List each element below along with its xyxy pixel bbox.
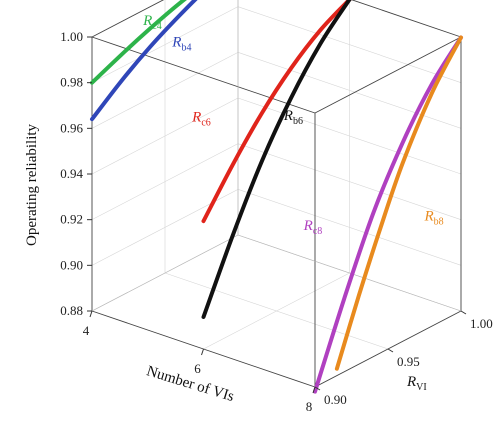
- chart-ticks: 0.88 0.90 0.92 0.94 0.96 0.98 1.00 4 6 8 0.90 0.95 1…: [60, 29, 493, 414]
- gridline: [237, 97, 462, 175]
- chart-series: [90, 0, 463, 394]
- z-tick-label: 0.90: [324, 392, 347, 407]
- series-line-rc4: [90, 0, 187, 85]
- x-tick-label: 6: [194, 361, 201, 376]
- x-tick-label: 8: [306, 399, 313, 414]
- frame-edge: [351, 0, 462, 38]
- series-label-rc4: Rc4: [142, 13, 162, 32]
- y-tick-label: 0.94: [60, 166, 83, 181]
- y-tick-label: 0.96: [60, 120, 83, 135]
- y-tick-label: 0.92: [60, 212, 83, 227]
- series-label-rb6: Rb6: [283, 108, 303, 127]
- series-line-rb4: [90, 0, 198, 122]
- z-tick-mark: [387, 348, 394, 353]
- series-label-rb8: Rb8: [424, 208, 444, 227]
- y-tick-label: 1.00: [60, 29, 83, 44]
- z-tick-label: 0.95: [397, 354, 420, 369]
- x-tick-mark: [201, 348, 204, 356]
- z-axis-label: RVI: [406, 374, 427, 393]
- series-label-rc6: Rc6: [191, 109, 211, 128]
- frame-edge: [91, 234, 239, 312]
- series-label-rc8: Rc8: [303, 218, 323, 237]
- series-label-rb4: Rb4: [171, 35, 191, 54]
- y-tick-label: 0.88: [60, 303, 83, 318]
- x-tick-mark: [312, 386, 316, 394]
- x-tick-label: 4: [83, 323, 90, 338]
- z-tick-label: 1.00: [470, 316, 493, 331]
- z-tick-mark: [314, 386, 321, 391]
- chart-series-labels: Rc4 Rb4 Rc6 Rb6 Rc8 Rb8: [142, 13, 444, 237]
- y-axis-label: Operating reliability: [24, 123, 40, 246]
- gridline: [237, 6, 462, 83]
- frame-edge: [237, 234, 462, 312]
- series-line-rc6: [201, 0, 352, 224]
- frame-edge: [91, 0, 165, 38]
- gridline: [91, 52, 239, 129]
- chart-frame: [91, 0, 462, 388]
- gridline: [164, 272, 389, 350]
- y-tick-label: 0.90: [60, 257, 83, 272]
- y-tick-label: 0.98: [60, 75, 83, 90]
- series-line-rc8: [313, 35, 463, 394]
- gridline: [91, 6, 239, 83]
- gridline: [237, 189, 462, 266]
- gridline: [91, 143, 239, 220]
- gridline: [237, 143, 462, 220]
- frame-edge: [314, 36, 462, 114]
- x-tick-mark: [89, 310, 93, 318]
- series-line-rb8: [334, 35, 463, 371]
- series-line-rb6: [201, 0, 352, 319]
- gridline: [91, 97, 239, 175]
- z-tick-mark: [460, 310, 467, 315]
- chart-gridlines: [91, 0, 462, 388]
- x-axis-label: Number of VIs: [145, 363, 236, 405]
